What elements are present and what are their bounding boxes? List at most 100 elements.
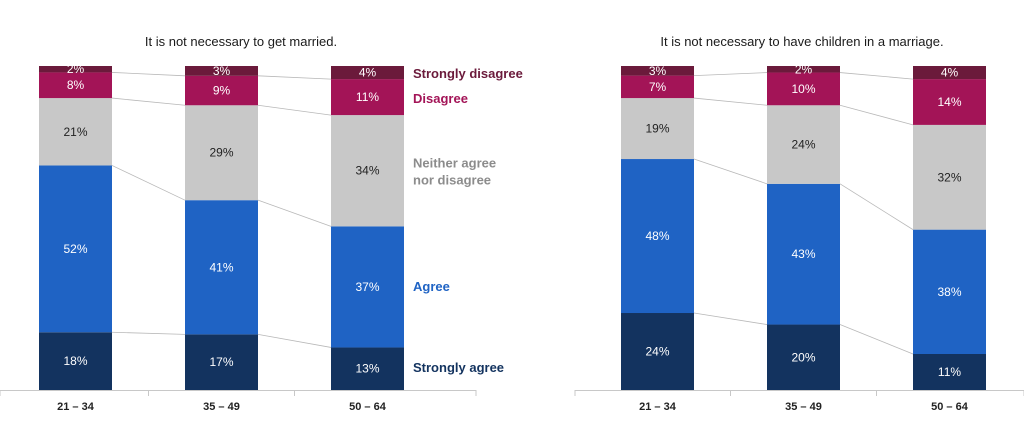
data-label: 9%	[213, 84, 231, 98]
connector-lines	[111, 72, 332, 348]
connector-line	[839, 104, 914, 126]
bar-segment	[767, 66, 840, 73]
x-tick-label: 21 – 34	[639, 401, 677, 413]
chart-panel-2: It is not necessary to have children in …	[574, 34, 1024, 413]
data-label: 14%	[937, 95, 961, 109]
bar-1: 18% 52% 21% 8% 2%	[39, 62, 112, 390]
x-tick-label: 21 – 34	[57, 401, 95, 413]
legend-label-neither: nor disagree	[413, 173, 491, 188]
connector-line	[111, 165, 186, 201]
bar-segment	[767, 105, 840, 184]
data-label: 2%	[67, 62, 85, 76]
chart-title: It is not necessary to have children in …	[660, 34, 943, 49]
bar-segment	[39, 165, 112, 333]
bar-segment	[913, 66, 986, 80]
data-label: 37%	[355, 280, 379, 294]
data-label: 24%	[791, 138, 815, 152]
data-label: 43%	[791, 247, 815, 261]
bar-segment	[185, 75, 258, 106]
bar-segment	[913, 229, 986, 354]
bar-segment	[185, 66, 258, 76]
bar-segment	[331, 66, 404, 80]
bar-3: 13% 37% 34% 11% 4%	[331, 66, 404, 390]
chart-panel-1: It is not necessary to get married. 18% 52…	[0, 34, 523, 413]
connector-line	[257, 75, 332, 80]
chart-title: It is not necessary to get married.	[145, 34, 337, 49]
data-label: 38%	[937, 285, 961, 299]
data-label: 3%	[213, 64, 231, 78]
data-label: 3%	[649, 64, 667, 78]
connector-line	[839, 183, 914, 230]
connector-line	[111, 97, 186, 106]
bar-3: 11% 38% 32% 14% 4%	[913, 66, 986, 390]
data-label: 2%	[795, 62, 813, 76]
bar-segment	[39, 66, 112, 73]
bar-segment	[621, 98, 694, 160]
data-label: 41%	[209, 260, 233, 274]
legend-label-agree: Agree	[413, 279, 450, 294]
bar-segment	[185, 200, 258, 335]
data-label: 11%	[356, 90, 379, 104]
bar-segment	[185, 105, 258, 201]
bar-segment	[331, 79, 404, 116]
data-label: 11%	[938, 365, 961, 379]
bar-2: 20% 43% 24% 10% 2%	[767, 62, 840, 390]
bar-segment	[913, 354, 986, 390]
bar-segment	[331, 226, 404, 348]
connector-line	[111, 72, 186, 77]
data-label: 8%	[67, 78, 85, 92]
connector-lines	[693, 72, 914, 355]
bar-segment	[913, 124, 986, 230]
data-label: 20%	[791, 350, 815, 364]
data-label: 7%	[649, 80, 667, 94]
data-label: 17%	[209, 355, 233, 369]
x-tick-label: 50 – 64	[349, 401, 387, 413]
x-tick-label: 50 – 64	[931, 401, 969, 413]
connector-line	[257, 333, 332, 348]
bar-segment	[331, 115, 404, 227]
connector-line	[257, 104, 332, 116]
bar-segment	[621, 66, 694, 76]
connector-line	[693, 72, 768, 77]
data-label: 18%	[63, 354, 87, 368]
data-label: 32%	[937, 170, 961, 184]
bar-segment	[185, 334, 258, 390]
legend-label-strongly-agree: Strongly agree	[413, 360, 504, 375]
data-label: 52%	[63, 242, 87, 256]
data-label: 13%	[355, 362, 379, 376]
data-label: 19%	[645, 122, 669, 136]
bar-segment	[39, 72, 112, 99]
data-label: 24%	[645, 345, 669, 359]
x-tick-label: 35 – 49	[785, 401, 822, 413]
data-label: 34%	[355, 164, 379, 178]
bar-segment	[331, 347, 404, 390]
data-label: 4%	[359, 66, 377, 80]
data-label: 4%	[941, 66, 959, 80]
bar-2: 17% 41% 29% 9% 3%	[185, 64, 258, 390]
bar-segment	[767, 183, 840, 325]
x-tick-label: 35 – 49	[203, 401, 240, 413]
connector-line	[839, 324, 914, 355]
bar-segment	[621, 75, 694, 99]
connector-line	[693, 312, 768, 325]
bar-segment	[621, 313, 694, 390]
connector-line	[839, 72, 914, 80]
bar-segment	[39, 98, 112, 166]
data-label: 29%	[209, 146, 233, 160]
connector-line	[693, 97, 768, 106]
bar-segment	[39, 332, 112, 390]
data-label: 21%	[63, 125, 87, 139]
connector-line	[111, 331, 186, 335]
bar-segment	[767, 324, 840, 390]
legend-label-disagree: Disagree	[413, 91, 468, 106]
bar-segment	[621, 159, 694, 314]
connector-line	[693, 158, 768, 185]
data-label: 10%	[791, 82, 815, 96]
legend-label-strongly-disagree: Strongly disagree	[413, 66, 523, 81]
data-label: 48%	[645, 229, 669, 243]
legend-label-neither: Neither agree	[413, 156, 496, 171]
connector-line	[257, 199, 332, 227]
bar-segment	[913, 79, 986, 125]
legend: Strongly disagree Disagree Neither agree no…	[413, 66, 523, 375]
